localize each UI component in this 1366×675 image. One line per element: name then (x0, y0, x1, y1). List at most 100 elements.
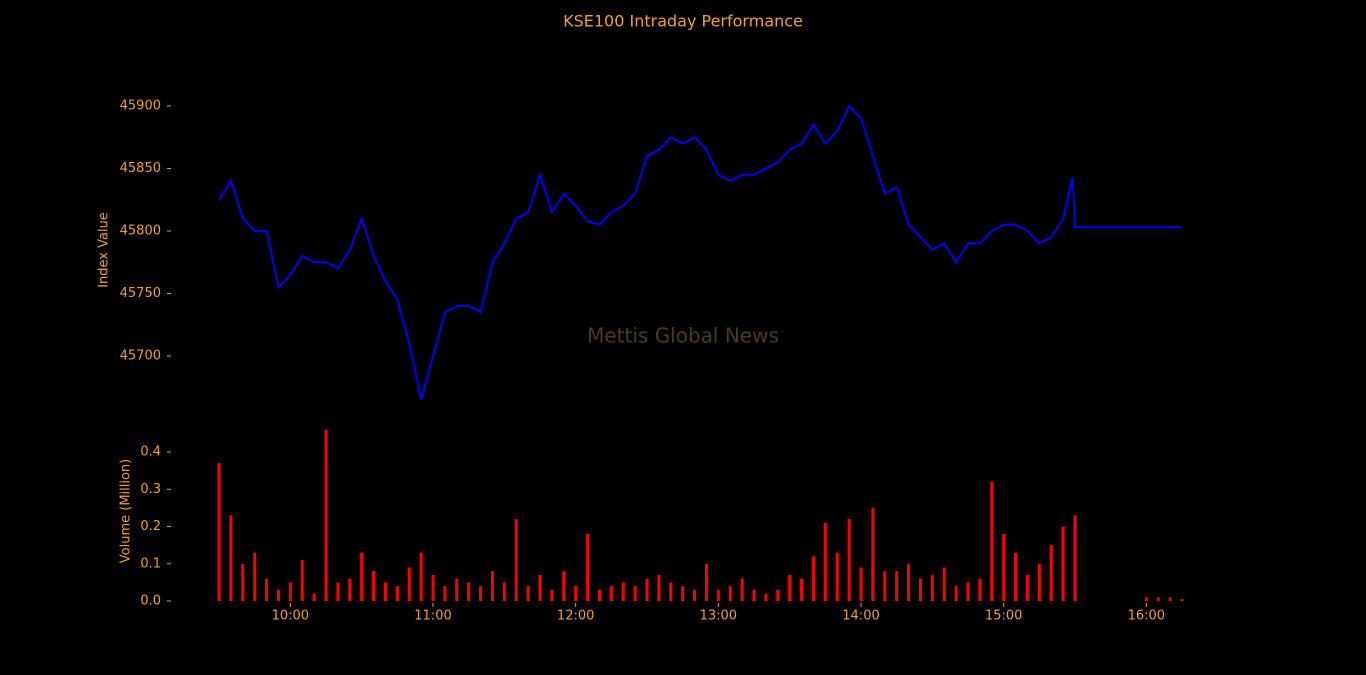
volume-bar (467, 582, 471, 601)
volume-bar (954, 586, 958, 601)
volume-bar (930, 574, 934, 601)
volume-bar (324, 429, 328, 601)
y-tick-label: 0.1 (140, 556, 161, 571)
y-tick-label: 45800 (120, 224, 161, 239)
volume-bar (372, 571, 376, 601)
x-tick-label: 11:00 (414, 609, 451, 624)
volume-bar (276, 589, 280, 601)
volume-bar (811, 556, 815, 601)
volume-bar (455, 578, 459, 601)
volume-bar (348, 578, 352, 601)
volume-bar (1168, 597, 1172, 601)
x-tick-label: 13:00 (700, 609, 737, 624)
volume-bar (978, 578, 982, 601)
y-axis-label: Volume (Million) (119, 459, 134, 563)
x-tick-label: 15:00 (985, 609, 1022, 624)
volume-bar (229, 515, 233, 601)
volume-bar (526, 586, 530, 601)
volume-bar (538, 574, 542, 601)
volume-bar (479, 586, 483, 601)
volume-bar (514, 519, 518, 601)
volume-bar (693, 589, 697, 601)
x-tick-label: 12:00 (557, 609, 594, 624)
volume-bar (1180, 599, 1184, 601)
volume-bar (431, 574, 435, 601)
volume-bar (562, 571, 566, 601)
volume-bar (859, 567, 863, 601)
volume-bar (621, 582, 625, 601)
volume-bar (990, 481, 994, 601)
y-axis-label: Index Value (97, 212, 112, 288)
volume-bar (490, 571, 494, 601)
volume-bar (1156, 597, 1160, 601)
volume-bar (336, 582, 340, 601)
volume-bar (1073, 515, 1077, 601)
volume-bar (574, 586, 578, 601)
watermark: Mettis Global News (587, 324, 779, 348)
y-tick-label: 0.0 (140, 594, 161, 609)
volume-bar (657, 574, 661, 601)
y-tick-label: 45700 (120, 349, 161, 364)
volume-bar (728, 586, 732, 601)
volume-bar (740, 578, 744, 601)
y-tick-label: 0.2 (140, 519, 161, 534)
volume-bar (217, 463, 221, 601)
chart-title: KSE100 Intraday Performance (563, 12, 803, 31)
volume-bar (1144, 597, 1148, 601)
y-tick-label: 45750 (120, 286, 161, 301)
volume-bar (609, 586, 613, 601)
volume-bar (633, 586, 637, 601)
volume-bar (895, 571, 899, 601)
volume-bar (360, 552, 364, 601)
volume-bar (443, 586, 447, 601)
volume-bar (300, 560, 304, 601)
volume-bar (288, 582, 292, 601)
x-tick-label: 14:00 (842, 609, 879, 624)
volume-bar (669, 582, 673, 601)
volume-bar (942, 567, 946, 601)
volume-bar (597, 589, 601, 601)
volume-bar (883, 571, 887, 601)
volume-bar (419, 552, 423, 601)
volume-bar (1049, 545, 1053, 601)
y-tick-label: 0.4 (140, 445, 161, 460)
volume-bar (871, 507, 875, 601)
volume-bar (1002, 533, 1006, 601)
volume-bar (1061, 526, 1065, 601)
volume-bar (407, 567, 411, 601)
volume-bar (586, 533, 590, 601)
volume-bar (253, 552, 257, 601)
volume-bar (383, 582, 387, 601)
volume-bar (776, 589, 780, 601)
volume-bar (550, 589, 554, 601)
volume-bar (907, 563, 911, 601)
volume-bar (241, 563, 245, 601)
volume-bar (800, 578, 804, 601)
volume-bar (764, 593, 768, 601)
volume-bar (681, 586, 685, 601)
index-line (218, 104, 1182, 401)
volume-bar (1025, 574, 1029, 601)
x-tick-label: 10:00 (272, 609, 309, 624)
volume-bar (1014, 552, 1018, 601)
volume-bar (502, 582, 506, 601)
y-tick-label: 0.3 (140, 482, 161, 497)
volume-bar (1037, 563, 1041, 601)
x-tick-label: 16:00 (1128, 609, 1165, 624)
volume-bar (847, 519, 851, 601)
volume-bar (395, 586, 399, 601)
volume-bar (966, 582, 970, 601)
volume-bar (645, 578, 649, 601)
volume-bar (823, 522, 827, 601)
volume-bar (265, 578, 269, 601)
y-tick-label: 45900 (120, 99, 161, 114)
volume-bar (788, 574, 792, 601)
volume-bar (704, 563, 708, 601)
y-tick-label: 45850 (120, 161, 161, 176)
volume-bar (716, 589, 720, 601)
volume-bar (835, 552, 839, 601)
volume-bar (918, 578, 922, 601)
volume-bar (752, 589, 756, 601)
volume-bar (312, 593, 316, 601)
